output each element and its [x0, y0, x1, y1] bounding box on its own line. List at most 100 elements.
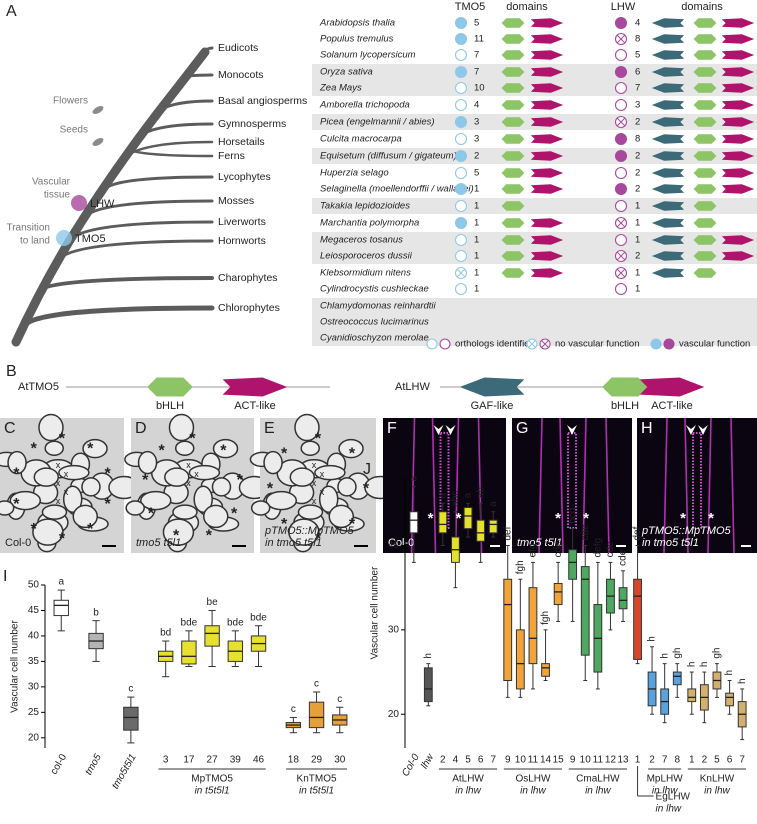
significance-letter: c	[128, 684, 133, 695]
panel-letter: G	[516, 420, 528, 437]
ortholog-count: 4	[474, 100, 479, 111]
ortholog-count: 1	[474, 268, 479, 279]
cell-marker: *	[142, 472, 149, 489]
protein-domain	[530, 151, 564, 161]
cell-marker: *	[680, 510, 686, 527]
ortholog-cross	[616, 34, 626, 44]
protein-domain	[222, 377, 288, 397]
significance-letter: cde	[618, 549, 629, 566]
ortholog-mark	[614, 16, 628, 30]
column-header: domains	[506, 1, 548, 13]
significance-letter: b	[93, 607, 99, 618]
protein-domain	[651, 251, 685, 261]
cell-outline	[41, 504, 68, 520]
cell-marker: x	[186, 460, 191, 470]
cell-marker: *	[349, 445, 356, 462]
x-tick-label: 2	[440, 755, 446, 766]
cell-outline	[188, 464, 221, 481]
ortholog-mark	[454, 16, 468, 30]
protein-domain	[693, 83, 717, 93]
box	[725, 692, 734, 707]
x-tick-label: col-0	[49, 752, 70, 777]
cell-outline	[314, 464, 346, 481]
group-sublabel: in lhw	[520, 786, 546, 797]
x-tick-label: 13	[617, 755, 629, 766]
species-name: Klebsormidium nitens	[320, 268, 411, 279]
x-tick-label: 2	[649, 755, 655, 766]
legend-label: no vascular function	[555, 339, 640, 350]
cell-outline	[162, 518, 195, 546]
ortholog-count: 1	[635, 284, 640, 295]
cell-wall	[454, 417, 460, 554]
y-tick-label: 45	[28, 605, 40, 616]
ortholog-mark	[454, 216, 468, 230]
gene-label: TMO5	[75, 233, 106, 245]
ortholog-count: 1	[474, 218, 479, 229]
cell-marker: x	[56, 496, 61, 506]
protein-domain	[721, 18, 755, 28]
ortholog-mark	[614, 65, 628, 79]
group-label: KnLHW	[700, 774, 735, 785]
protein-domain	[530, 18, 564, 28]
cell-marker: *	[105, 465, 112, 482]
ortholog-mark	[454, 249, 468, 263]
cell-outline	[172, 504, 198, 520]
tree-branch	[68, 220, 214, 242]
cell-marker: x	[64, 487, 69, 497]
cell-outline	[33, 467, 60, 487]
protein-domain	[530, 50, 564, 60]
significance-letter: defg	[592, 538, 603, 557]
protein-domain	[639, 377, 705, 397]
significance-letter: def	[632, 526, 643, 540]
tree-branch	[22, 305, 215, 328]
arrowhead	[567, 425, 577, 435]
box	[687, 688, 697, 703]
panel-letter: I	[3, 568, 7, 585]
cell-marker: *	[87, 521, 94, 538]
significance-letter: c	[337, 694, 342, 705]
protein-name: AtLHW	[395, 381, 430, 393]
protein-domain	[602, 377, 648, 397]
ortholog-mark	[454, 32, 468, 46]
cell-marker: *	[363, 481, 370, 498]
panel-letter: H	[641, 420, 653, 437]
cell-outline	[294, 413, 320, 442]
clade-label: Horsetails	[218, 136, 265, 148]
y-tick-label: 35	[28, 656, 40, 667]
clade-label: Basal angiosperms	[218, 95, 307, 107]
cell-marker: x	[194, 469, 199, 479]
significance-letter: a	[488, 501, 499, 507]
protein-domain	[530, 100, 564, 110]
cell-marker: *	[148, 506, 155, 523]
ortholog-mark	[614, 166, 628, 180]
ortholog-mark	[614, 182, 628, 196]
protein-domain	[651, 184, 685, 194]
ortholog-count: 4	[635, 18, 640, 29]
significance-letter: abc	[450, 491, 461, 507]
cell-outline	[72, 504, 99, 529]
protein-domain	[501, 67, 525, 77]
ortholog-mark	[614, 149, 628, 163]
cell-outline	[328, 504, 355, 529]
cell-wall	[663, 417, 668, 554]
x-tick-label: 4	[453, 755, 459, 766]
protein-name: AtTMO5	[18, 381, 59, 393]
xylem-strand	[692, 432, 702, 529]
protein-domain	[721, 34, 755, 44]
box	[423, 667, 433, 703]
cell-wall	[582, 417, 587, 554]
x-tick-label: tmo5	[83, 752, 104, 777]
cell-outline	[265, 490, 298, 511]
ortholog-mark	[650, 338, 662, 350]
x-tick-label: 30	[334, 755, 346, 766]
protein-domain	[693, 201, 717, 211]
ortholog-mark	[454, 98, 468, 112]
protein-domain	[721, 184, 755, 194]
box	[553, 582, 563, 606]
box	[308, 701, 325, 729]
cell-marker: x	[56, 478, 61, 488]
significance-letter: bde	[250, 612, 267, 623]
panel-letter: C	[4, 420, 16, 437]
cell-marker: *	[708, 510, 714, 527]
arrowhead	[686, 425, 696, 435]
